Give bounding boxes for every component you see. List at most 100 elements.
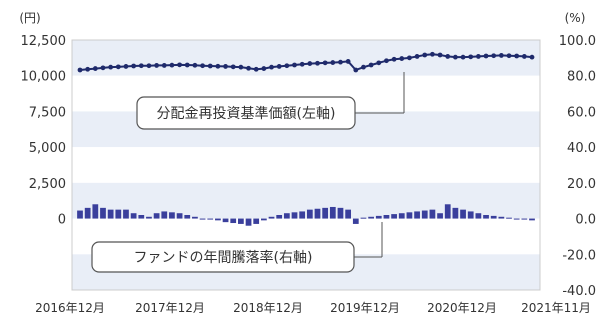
x-tick-label: 2018年12月 xyxy=(233,301,303,315)
drawdown-bar xyxy=(268,216,275,219)
drawdown-bar xyxy=(92,204,99,219)
right-tick-label: 0.0 xyxy=(575,213,596,228)
nav-point xyxy=(521,54,527,59)
nav-point xyxy=(276,64,282,69)
nav-point xyxy=(299,61,305,67)
nav-point xyxy=(200,63,205,69)
nav-point xyxy=(215,63,221,69)
drawdown-bar xyxy=(444,204,451,219)
nav-point xyxy=(138,63,144,69)
nav-point xyxy=(223,64,228,69)
drawdown-bar xyxy=(222,218,229,223)
x-axis-ticks: 2016年12月 2017年12月 2018年12月 2019年12月 2020年12月… xyxy=(35,301,591,315)
drawdown-bar xyxy=(245,218,252,226)
nav-point xyxy=(491,53,497,59)
drawdown-bar xyxy=(421,210,428,219)
left-tick-label: 0 xyxy=(58,213,66,228)
nav-point xyxy=(322,60,328,66)
drawdown-bar xyxy=(391,214,397,219)
nav-point xyxy=(445,54,451,59)
drawdown-bar xyxy=(153,213,160,219)
drawdown-bar xyxy=(322,207,329,219)
nav-point xyxy=(161,63,167,68)
drawdown-bar xyxy=(345,209,352,219)
drawdown-bar xyxy=(475,213,482,219)
drawdown-callout-box xyxy=(91,241,355,273)
nav-point xyxy=(437,52,443,58)
drawdown-bar xyxy=(398,213,405,219)
right-tick-label: 40.0 xyxy=(567,141,596,156)
drawdown-bar xyxy=(123,209,129,219)
drawdown-bar xyxy=(483,215,489,219)
nav-point xyxy=(353,67,359,73)
nav-point xyxy=(384,58,389,64)
nav-point xyxy=(261,66,267,71)
nav-point xyxy=(192,62,198,68)
right-axis-ticks: 100.0 80.0 60.0 40.0 20.0 0.0 -20.0 -40.0 xyxy=(559,34,596,299)
background-bands xyxy=(72,40,540,290)
left-tick-label: 12,500 xyxy=(21,34,67,49)
background-band xyxy=(72,147,540,183)
nav-point xyxy=(361,64,366,70)
drawdown-bar xyxy=(375,215,382,219)
nav-point xyxy=(506,53,512,59)
right-tick-label: 80.0 xyxy=(567,70,596,85)
nav-callout-label: 分配金再投資基準価額(左軸) xyxy=(157,105,336,122)
nav-point xyxy=(154,63,160,68)
nav-point xyxy=(307,61,313,66)
left-axis-ticks: 12,500 10,000 7,500 5,000 2,500 0 xyxy=(21,34,67,228)
drawdown-bars xyxy=(77,204,535,226)
drawdown-bar xyxy=(429,209,436,219)
nav-point xyxy=(514,53,520,59)
nav-callout-box xyxy=(136,96,356,130)
drawdown-bar xyxy=(176,213,183,219)
drawdown-bar xyxy=(276,215,283,219)
nav-point xyxy=(452,54,458,60)
right-tick-label: 20.0 xyxy=(567,177,596,192)
x-tick-label: 2019年12月 xyxy=(330,301,400,315)
nav-point xyxy=(230,64,236,70)
left-tick-label: 2,500 xyxy=(29,177,66,192)
nav-point xyxy=(238,64,244,70)
left-tick-label: 7,500 xyxy=(29,105,66,120)
nav-point xyxy=(368,62,374,68)
right-tick-label: 100.0 xyxy=(559,34,596,49)
drawdown-bar xyxy=(368,216,374,219)
nav-series-points xyxy=(77,51,535,73)
x-tick-label: 2020年12月 xyxy=(427,301,497,315)
nav-point xyxy=(284,63,290,69)
drawdown-bar xyxy=(360,217,367,219)
x-tick-label: 2017年12月 xyxy=(135,301,205,315)
drawdown-bar xyxy=(467,211,474,219)
drawdown-bar xyxy=(161,211,168,219)
drawdown-bar xyxy=(84,207,91,219)
drawdown-bar xyxy=(406,212,413,219)
drawdown-bar xyxy=(199,218,206,220)
nav-point xyxy=(177,62,182,68)
drawdown-bar xyxy=(260,218,267,221)
drawdown-bar xyxy=(100,207,106,219)
nav-point xyxy=(115,64,121,70)
drawdown-bar xyxy=(215,218,221,221)
nav-point xyxy=(123,64,129,69)
drawdown-bar xyxy=(169,212,175,219)
nav-point xyxy=(498,53,504,58)
right-tick-label: -40.0 xyxy=(562,284,596,299)
drawdown-bar xyxy=(107,209,114,219)
nav-point xyxy=(85,66,91,72)
nav-point xyxy=(338,59,343,65)
right-axis-unit: (%) xyxy=(565,11,586,25)
nav-point xyxy=(414,54,420,59)
drawdown-bar xyxy=(452,207,459,219)
nav-point xyxy=(483,53,489,59)
drawdown-bar xyxy=(490,215,497,219)
nav-point xyxy=(407,55,412,61)
drawdown-bar xyxy=(314,208,321,219)
nav-point xyxy=(376,60,382,66)
nav-point xyxy=(391,56,397,62)
drawdown-bar xyxy=(192,216,198,219)
drawdown-bar xyxy=(299,211,306,219)
nav-point xyxy=(315,60,320,66)
drawdown-bar xyxy=(146,216,152,219)
